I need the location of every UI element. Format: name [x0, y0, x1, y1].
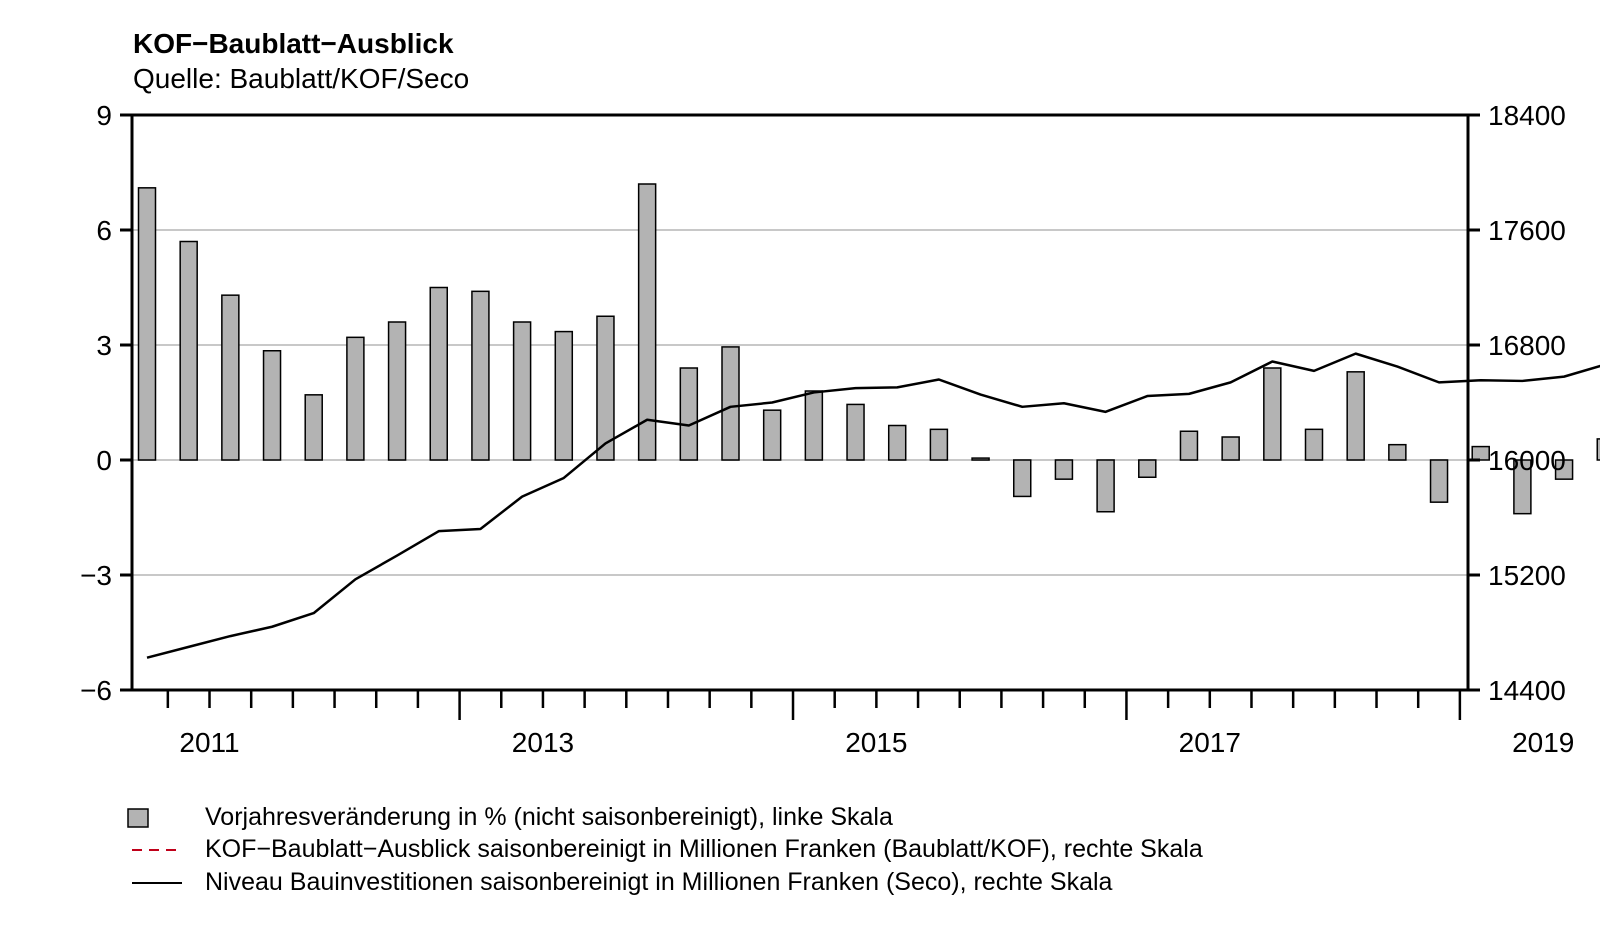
bar [1096, 459, 1115, 513]
bar [762, 409, 782, 461]
bar [1304, 428, 1324, 461]
bar [971, 457, 990, 461]
legend: Vorjahresveränderung in % (nicht saisonb… [127, 803, 1203, 896]
bar [137, 187, 157, 461]
bar [1513, 459, 1532, 515]
bar [679, 367, 699, 461]
right-tick-label: 17600 [1488, 215, 1566, 246]
bar [637, 183, 657, 461]
left-tick-label: 9 [96, 100, 112, 131]
legend-label: KOF−Baublatt−Ausblick saisonbereinigt in… [205, 835, 1203, 863]
bar [304, 394, 323, 461]
bar [471, 290, 490, 461]
level-line [146, 352, 1600, 659]
legend-bar-swatch [127, 808, 149, 828]
bar [1596, 438, 1600, 461]
right-tick-label: 18400 [1488, 100, 1566, 131]
bar [1221, 436, 1240, 461]
bar [346, 336, 365, 461]
bar [846, 403, 865, 461]
bar [387, 321, 407, 461]
left-tick-label: −6 [80, 675, 112, 706]
bar [179, 240, 198, 461]
bar [721, 346, 740, 461]
left-tick-label: 3 [96, 330, 112, 361]
bar [221, 294, 240, 461]
bar [929, 428, 949, 461]
legend-label: Niveau Bauinvestitionen saisonbereinigt … [205, 868, 1113, 896]
right-tick-label: 16000 [1488, 445, 1566, 476]
bar [262, 350, 282, 461]
x-tick-label: 2015 [845, 727, 907, 758]
bar [804, 390, 824, 461]
x-tick-label: 2013 [512, 727, 574, 758]
bar [1388, 443, 1407, 461]
bar [1471, 445, 1490, 461]
bar [1346, 371, 1365, 461]
bar [887, 424, 907, 461]
chart-subtitle: Quelle: Baublatt/KOF/Seco [133, 63, 469, 94]
x-tick-label: 2017 [1179, 727, 1241, 758]
chart-title: KOF−Baublatt−Ausblick [133, 28, 454, 59]
bar [1179, 430, 1199, 461]
right-tick-label: 15200 [1488, 560, 1566, 591]
bar [1054, 459, 1074, 480]
x-tick-label: 2019 [1512, 727, 1574, 758]
bar [512, 321, 532, 461]
right-tick-label: 14400 [1488, 675, 1566, 706]
x-tick-label: 2011 [179, 727, 239, 758]
right-tick-label: 16800 [1488, 330, 1566, 361]
legend-label: Vorjahresveränderung in % (nicht saisonb… [205, 803, 893, 831]
bar [596, 315, 615, 461]
plot-area: −6 −3 0 3 6 9 14400 15200 16000 16800 17600 18400 20… [80, 100, 1600, 758]
bar [1554, 459, 1574, 480]
bar [429, 286, 448, 461]
left-tick-label: 6 [96, 215, 112, 246]
left-tick-label: −3 [80, 560, 112, 591]
bar [1429, 459, 1449, 503]
bar [1138, 459, 1157, 478]
bar [1263, 367, 1282, 461]
left-tick-label: 0 [96, 445, 112, 476]
bar [1013, 459, 1032, 498]
bar [554, 330, 574, 461]
